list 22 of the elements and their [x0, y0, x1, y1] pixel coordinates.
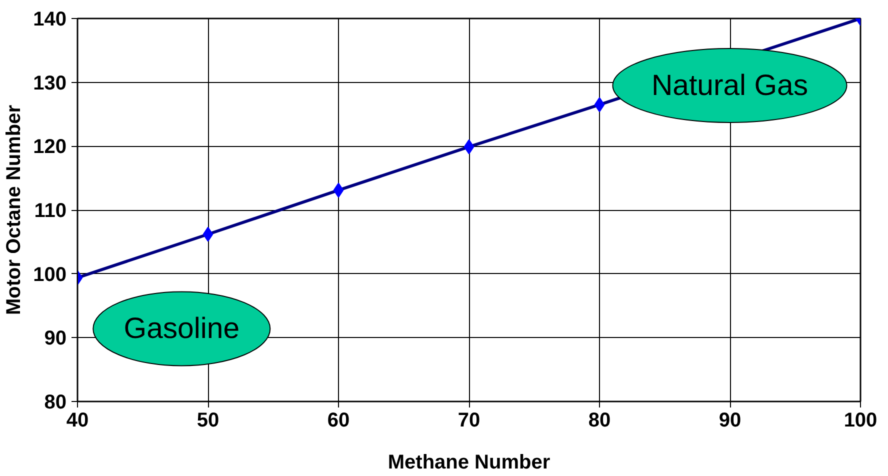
x-tick-label: 60 — [327, 410, 350, 432]
annotation: Gasoline — [124, 312, 240, 346]
x-tick-label: 70 — [458, 410, 480, 432]
y-axis-title: Motor Octane Number — [3, 104, 26, 316]
y-tick-label: 110 — [34, 200, 66, 222]
x-tick-label: 50 — [196, 410, 220, 432]
x-tick-label: 100 — [844, 410, 878, 432]
point — [202, 226, 214, 242]
point — [594, 97, 605, 112]
annotation: Natural Gas — [652, 69, 808, 102]
x-axis-title: Methane Number — [388, 452, 550, 474]
y-tick-label: 120 — [33, 136, 67, 158]
y-tick-label: 90 — [44, 328, 67, 350]
x-tick-label: 90 — [718, 410, 742, 432]
x-tick-label: 80 — [588, 410, 611, 432]
y-tick-label: 80 — [44, 392, 67, 414]
point — [464, 139, 474, 154]
point — [333, 182, 344, 198]
y-tick-label: 100 — [33, 264, 67, 286]
y-tick-label: 130 — [33, 72, 67, 94]
x-tick-label: 40 — [66, 410, 89, 432]
y-tick-label: 140 — [33, 8, 67, 30]
